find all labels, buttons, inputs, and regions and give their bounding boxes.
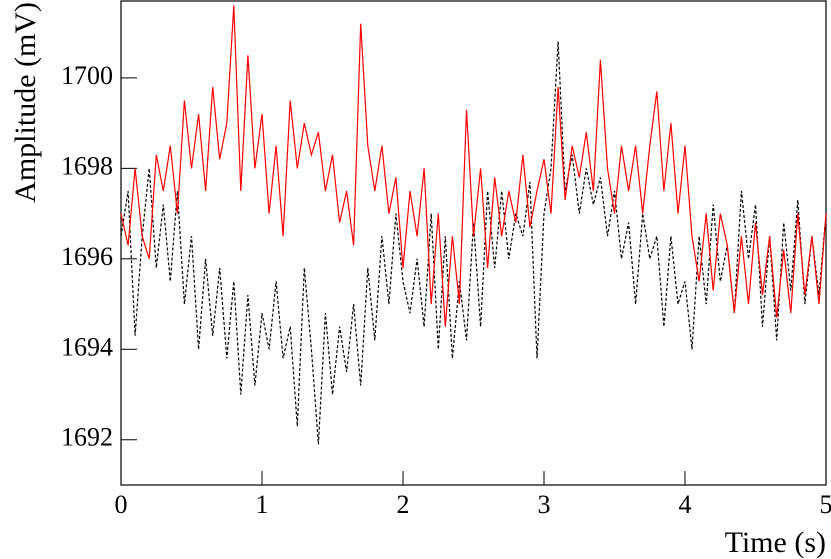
data-line [120,41,827,445]
x-tick-label: 3 [538,490,551,519]
plot-frame [120,0,827,486]
x-tick-label: 0 [115,490,128,519]
y-tick-label: 1694 [61,332,113,361]
x-tick-label: 2 [397,490,410,519]
y-tick-label: 1696 [61,242,113,271]
y-tick-label: 1698 [61,151,113,180]
data-line [120,5,827,327]
y-tick-label: 1700 [61,61,113,90]
x-tick-label: 5 [820,490,831,519]
y-tick-label: 1692 [61,423,113,452]
x-tick-label: 4 [679,490,692,519]
x-axis-label: Time (s) [725,526,826,559]
x-tick-label: 1 [256,490,269,519]
y-axis-label: Amplitude (mV) [9,2,42,203]
